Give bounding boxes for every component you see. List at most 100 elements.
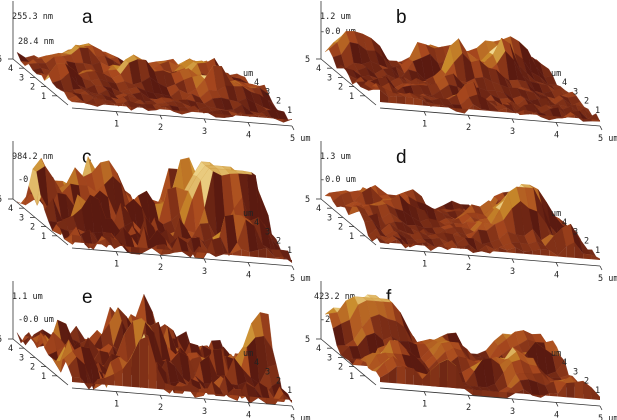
- y-tick-label: 3: [19, 213, 24, 223]
- surface-mesh: [16, 156, 293, 264]
- axes: [316, 1, 603, 131]
- x-tick-label: 5 um: [290, 414, 310, 420]
- x-tick-label: 5 um: [290, 134, 310, 144]
- x-tick-label: 2: [158, 123, 163, 133]
- y-tick-label: 3: [327, 73, 332, 83]
- x-tick-label: 1: [114, 260, 119, 270]
- y-tick-label: 2: [30, 223, 35, 233]
- right-tick-label: 3: [265, 367, 270, 377]
- z-max-label: 1.3 um: [320, 152, 351, 162]
- surface-mesh: [324, 294, 601, 400]
- y-tick-label: 4: [316, 344, 321, 354]
- x-tick-label: 1: [114, 120, 119, 130]
- right-tick-label: 2: [276, 377, 281, 387]
- right-tick-label: 1: [595, 106, 600, 116]
- z-min-label: -0.0 um: [18, 315, 54, 325]
- x-tick-label: 1: [422, 400, 427, 410]
- right-tick-label: um: [243, 69, 253, 79]
- y-tick-label: 4: [8, 344, 13, 354]
- z-max-label: 423.2 nm: [314, 292, 355, 302]
- x-tick-label: 3: [202, 127, 207, 137]
- right-tick-label: 3: [265, 87, 270, 97]
- x-tick-label: 2: [466, 403, 471, 413]
- axes: [316, 281, 603, 411]
- y-tick-label: 1: [349, 232, 354, 242]
- x-tick-label: 4: [554, 410, 559, 420]
- x-tick-label: 3: [510, 267, 515, 277]
- x-tick-label: 3: [510, 407, 515, 417]
- surface-mesh: [16, 43, 293, 123]
- axes: [8, 281, 295, 411]
- x-tick-label: 4: [554, 270, 559, 280]
- x-tick-label: 1: [114, 400, 119, 410]
- x-tick-label: 2: [466, 263, 471, 273]
- y-tick-label: 2: [338, 223, 343, 233]
- y-tick-label: 5: [0, 335, 2, 345]
- axes: [8, 1, 295, 131]
- y-tick-label: 2: [30, 83, 35, 93]
- y-tick-label: 2: [338, 83, 343, 93]
- x-tick-label: 1: [422, 260, 427, 270]
- y-tick-label: 4: [316, 204, 321, 214]
- right-tick-label: um: [551, 69, 561, 79]
- surface-mesh: [16, 294, 293, 405]
- panel-letter: a: [82, 7, 93, 28]
- x-tick-label: 5 um: [598, 134, 617, 144]
- z-min-label: -0.0 um: [320, 27, 356, 37]
- right-tick-label: um: [243, 209, 253, 219]
- x-tick-label: 2: [158, 263, 163, 273]
- y-tick-label: 1: [41, 232, 46, 242]
- right-tick-label: 4: [254, 78, 259, 88]
- z-max-label: 1.2 um: [320, 12, 351, 22]
- right-tick-label: 1: [287, 246, 292, 256]
- y-tick-label: 3: [19, 73, 24, 83]
- y-tick-label: 1: [41, 92, 46, 102]
- y-tick-label: 1: [41, 372, 46, 382]
- axes: [8, 141, 295, 271]
- x-tick-label: 4: [246, 410, 251, 420]
- right-tick-label: 4: [562, 78, 567, 88]
- surface-mesh: [324, 31, 601, 122]
- y-tick-label: 4: [316, 64, 321, 74]
- right-tick-label: 4: [254, 218, 259, 228]
- y-tick-label: 2: [30, 363, 35, 373]
- y-tick-label: 5: [305, 195, 310, 205]
- panel-letter: c: [82, 147, 92, 168]
- x-tick-label: 4: [246, 130, 251, 140]
- right-tick-label: 3: [573, 87, 578, 97]
- y-tick-label: 5: [0, 55, 2, 65]
- x-tick-label: 5 um: [290, 274, 310, 284]
- y-tick-label: 5: [305, 55, 310, 65]
- x-tick-label: 4: [554, 130, 559, 140]
- z-max-label: 1.1 um: [12, 292, 43, 302]
- right-tick-label: 2: [584, 97, 589, 107]
- x-tick-label: 5 um: [598, 414, 617, 420]
- right-tick-label: 4: [562, 358, 567, 368]
- right-tick-label: 1: [287, 106, 292, 116]
- z-min-label: 28.4 nm: [18, 37, 54, 47]
- panel-letter: f: [386, 287, 392, 308]
- x-tick-label: 3: [202, 267, 207, 277]
- right-tick-label: 3: [573, 227, 578, 237]
- x-tick-label: 3: [202, 407, 207, 417]
- y-tick-label: 5: [305, 335, 310, 345]
- right-tick-label: um: [551, 349, 561, 359]
- z-max-label: 984.2 nm: [12, 152, 53, 162]
- right-tick-label: 1: [595, 246, 600, 256]
- x-tick-label: 3: [510, 127, 515, 137]
- right-tick-label: 2: [584, 237, 589, 247]
- x-tick-label: 2: [158, 403, 163, 413]
- right-tick-label: 2: [276, 237, 281, 247]
- y-tick-label: 5: [0, 195, 2, 205]
- z-min-label: -0.0 um: [320, 175, 356, 185]
